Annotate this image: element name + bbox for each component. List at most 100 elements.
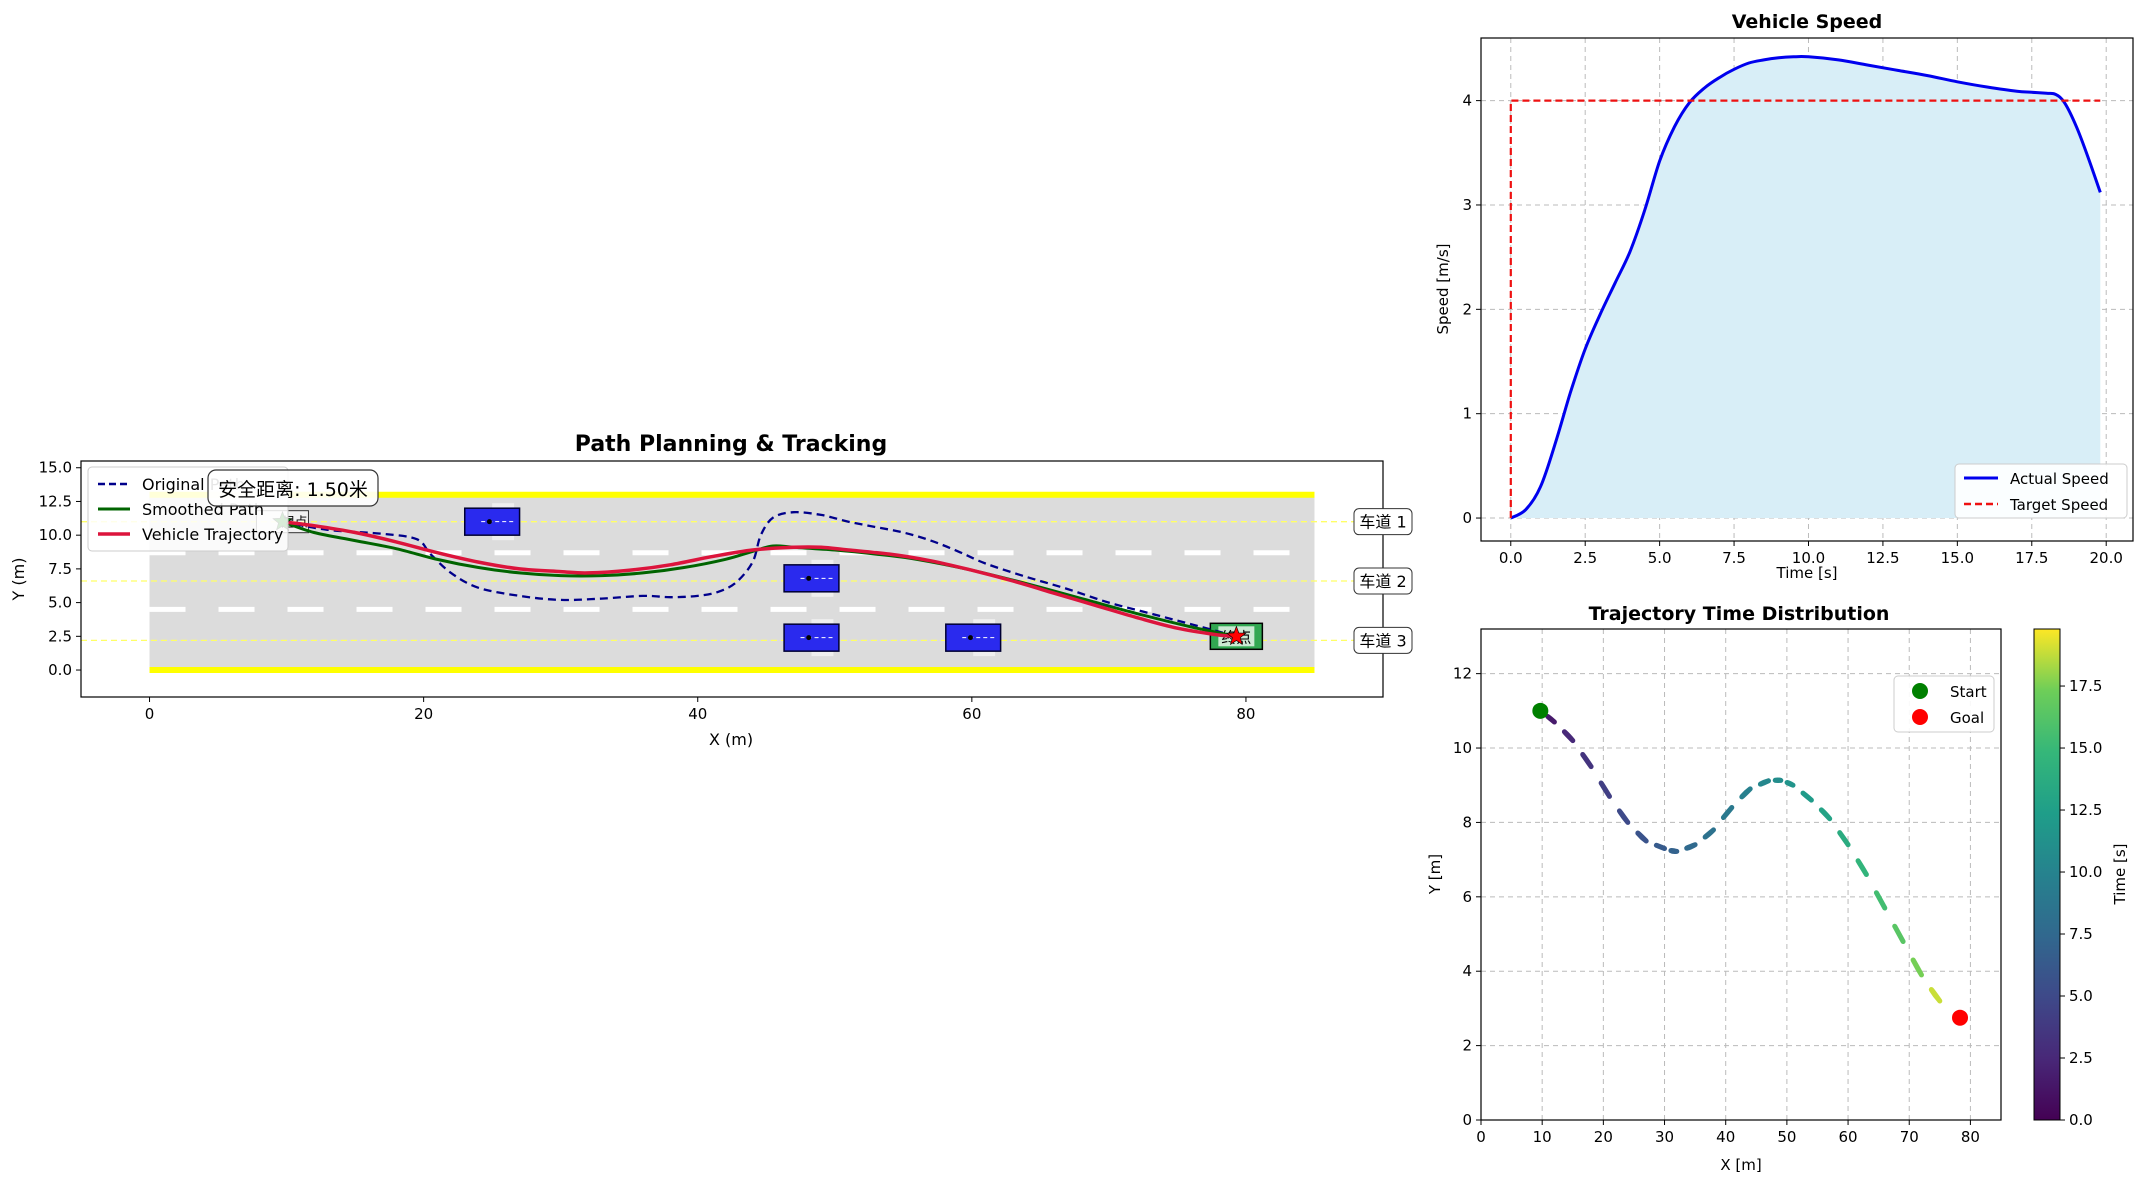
colorbar-ticks: 0.0 2.5 5.0 7.5 10.0 12.5 15.0 17.5 [2060,677,2102,1129]
x-tick-label: 10 [1533,1128,1552,1146]
path-plot-area: 终点起点 [81,491,1383,674]
trajectory-segment [1892,923,1906,944]
speed-title: Vehicle Speed [1732,11,1883,33]
goal-marker [1952,1009,1969,1026]
lane-label: 车道 2 [1359,572,1406,591]
trajectory-segment [1800,790,1814,803]
y-tick-label: 10 [1453,739,1472,757]
safety-annotation: 安全距离: 1.50米 [207,469,379,507]
trajectory-segment [1580,752,1594,770]
trajectory-segment [1873,890,1888,911]
path-title: Path Planning & Tracking [575,432,887,457]
colorbar [2033,628,2061,1121]
path-xlabel: X (m) [709,730,753,749]
speed-legend: Actual Speed Target Speed [1954,463,2128,519]
lane-label: 车道 1 [1359,513,1406,532]
goal-star-marker [1225,625,1247,646]
x-tick-label: 20 [1594,1128,1613,1146]
y-tick-label: 12.5 [39,492,72,510]
legend-goal-label: Goal [1950,709,1984,727]
x-tick-label: 80 [1236,705,1255,723]
x-tick-label: 10.0 [1792,549,1825,567]
obstacle-center [486,519,492,525]
legend-trajectory-label: Vehicle Trajectory [142,525,283,544]
road-surface [149,494,1315,671]
safety-annotation-box [207,469,379,507]
colorbar-tick-label: 12.5 [2069,801,2102,819]
path-ticks: 0 20 40 60 80 0.0 2.5 5.0 7.5 10.0 12.5 15.0 [39,459,1256,723]
x-tick-label: 20.0 [2090,549,2123,567]
trajectory-segment [1720,805,1735,820]
trajectory-segment [1561,729,1576,744]
trajectory-segment [1598,780,1612,799]
lane-label-box [1353,567,1413,595]
trajectory-segment [1910,957,1924,978]
series-line-0 [282,510,1237,638]
time-ylabel: Y [m] [1426,854,1444,895]
x-tick-label: 5.0 [1648,549,1672,567]
trajectory-segment [1757,778,1771,787]
x-tick-label: 0 [1476,1128,1486,1146]
trajectory-segment [1855,858,1869,877]
trajectory-segment [1739,786,1753,800]
y-tick-label: 12 [1453,665,1472,683]
y-tick-label: 4 [1462,962,1472,980]
y-tick-label: 0.0 [48,661,72,679]
actual-speed-line [1510,55,2102,520]
y-tick-label: 15.0 [39,459,72,477]
speed-ticks: 0.0 2.5 5.0 7.5 10.0 12.5 15.0 17.5 20.0 0 1 2 3 4 [1462,92,2122,567]
y-tick-label: 0 [1462,509,1472,527]
time-axes-frame [1480,628,2002,1121]
speed-axes-frame [1480,37,2134,542]
x-tick-label: 60 [962,705,981,723]
x-tick-label: 20 [414,705,433,723]
lane-labels: 车道 1 车道 2 车道 3 [1353,508,1413,654]
time-title: Trajectory Time Distribution [1589,603,1890,625]
time-xlabel: X [m] [1720,1156,1761,1174]
x-tick-label: 80 [1961,1128,1980,1146]
legend-goal-marker [1912,709,1928,725]
time-legend: Start Goal [1893,675,1995,733]
legend-target-speed-label: Target Speed [2009,496,2108,514]
legend-start-marker [1912,683,1928,699]
x-tick-label: 15.0 [1941,549,1974,567]
y-tick-label: 0 [1462,1111,1472,1129]
time-panel: Trajectory Time Distribution 0 10 20 30 40 50… [1426,603,2129,1174]
x-tick-label: 0.0 [1499,549,1523,567]
obstacle-center [806,635,812,641]
y-tick-label: 2 [1462,1037,1472,1055]
x-tick-label: 50 [1777,1128,1796,1146]
trajectory-segment [1684,842,1698,851]
colorbar-label: Time [s] [2111,844,2129,906]
speed-plot-area [1481,38,2133,541]
x-tick-label: 7.5 [1722,549,1746,567]
y-tick-label: 7.5 [48,560,72,578]
colorbar-tick-label: 5.0 [2069,987,2093,1005]
lane-label: 车道 3 [1359,631,1406,650]
obstacle-center [967,635,973,641]
trajectory-segment [1653,842,1667,851]
colorbar-tick-label: 10.0 [2069,863,2102,881]
trajectory-segment [1616,808,1631,825]
time-ticks: 0 10 20 30 40 50 60 70 80 0 2 4 6 8 10 12 [1453,665,1980,1146]
y-tick-label: 4 [1462,92,1472,110]
y-tick-label: 8 [1462,813,1472,831]
y-tick-label: 6 [1462,888,1472,906]
y-tick-label: 1 [1462,405,1472,423]
colorbar-tick-label: 15.0 [2069,739,2102,757]
trajectory-segment [1928,987,1943,1004]
x-tick-label: 60 [1839,1128,1858,1146]
speed-panel: Vehicle Speed 0.0 2.5 5.0 7.5 10.0 12.5 15.0 17… [1434,11,2134,582]
actual-speed-area [1510,56,2101,519]
start-marker [1532,702,1549,719]
trajectory-segment [1635,830,1649,844]
trajectory-segment [1702,827,1716,840]
trajectory-segment [1545,714,1557,725]
colorbar-tick-label: 17.5 [2069,677,2102,695]
speed-xlabel: Time [s] [1776,564,1838,582]
trajectory-segment [1818,807,1833,822]
y-tick-label: 10.0 [39,526,72,544]
y-tick-label: 2 [1462,300,1472,318]
obstacle-center [806,575,812,581]
